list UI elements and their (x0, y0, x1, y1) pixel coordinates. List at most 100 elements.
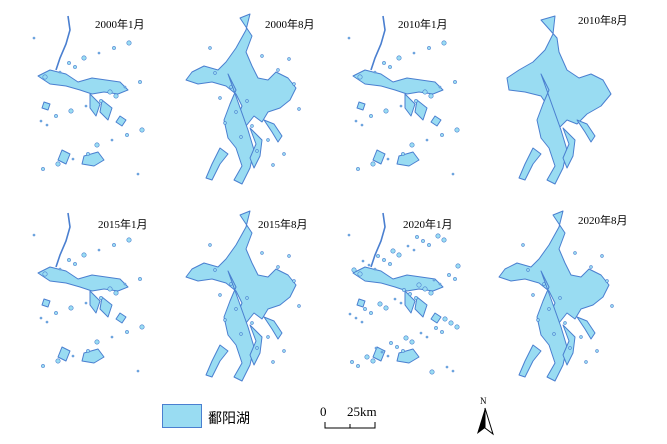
lake-fragment (55, 161, 61, 167)
lake-fragment (360, 123, 364, 127)
lake-fragment (536, 318, 540, 322)
lake-fragment (401, 349, 405, 353)
lake-fragment (271, 163, 275, 167)
map-panel-2000-01 (20, 8, 180, 203)
lake-fragment (363, 307, 367, 311)
lake-fragment (71, 157, 75, 161)
lake-fragment (427, 243, 431, 247)
lake-fragment (396, 252, 402, 258)
lake-fragment (125, 133, 129, 137)
lake-fragment (45, 123, 49, 127)
lake-pool-4 (430, 115, 442, 127)
lake-fragment (276, 265, 280, 269)
lake-fragment (99, 296, 103, 300)
panel-date-label: 2000年8月 (265, 19, 315, 31)
lake-fragment (123, 282, 127, 286)
lake-fragment (563, 321, 567, 325)
lake-fragment (297, 107, 301, 111)
lake-fragment (438, 282, 442, 286)
lake-fragment (367, 263, 371, 267)
lake-fragment (39, 119, 43, 123)
lake-fragment (245, 296, 249, 300)
north-arrow-icon (477, 407, 494, 436)
lake-fragment (260, 54, 264, 58)
lake-extent-map-2020-08 (498, 210, 614, 382)
lake-tributary-2 (518, 147, 542, 181)
lake-fragment (54, 114, 58, 118)
lake-fragment (401, 152, 405, 156)
lake-fragment (287, 57, 291, 61)
lake-fragment (428, 290, 434, 296)
lake-pool-5 (356, 298, 366, 308)
lake-fragment (250, 124, 254, 128)
lake-fragment (432, 278, 436, 282)
lake-fragment (542, 282, 546, 286)
lake-fragment (139, 324, 145, 330)
lake-fragment (382, 258, 386, 262)
map-panel-2015-08 (180, 205, 340, 400)
lake-fragment (568, 346, 572, 350)
lake-fragment (139, 127, 145, 133)
lake-extent-map-2015-01 (32, 212, 145, 373)
lake-fragment (282, 349, 286, 353)
lake-fragment (370, 358, 376, 364)
lake-fragment (406, 244, 410, 248)
panel-date-label: 2015年8月 (258, 219, 308, 231)
lake-fragment (429, 369, 435, 375)
lake-fragment (97, 248, 101, 252)
lake-fragment (42, 74, 48, 80)
lake-extent-map-2010-08 (506, 15, 612, 185)
lake-fragment (58, 267, 62, 271)
lake-fragment (453, 277, 457, 281)
lake-fragment (67, 258, 71, 262)
lake-fragment (440, 330, 444, 334)
lake-fragment (136, 172, 140, 176)
lake-fragment (84, 104, 88, 108)
lake-fragment (255, 346, 259, 350)
lake-fragment (218, 96, 222, 100)
lake-fragment (412, 51, 416, 55)
lake-fragment (579, 335, 583, 339)
river-channel (55, 212, 71, 268)
lake-fragment (386, 157, 390, 161)
lake-tributary-0 (249, 324, 263, 366)
lake-fragment (347, 233, 351, 237)
lake-fragment (595, 349, 599, 353)
lake-fragment (396, 55, 402, 61)
lake-fragment (126, 237, 132, 243)
lake-pool-0 (89, 290, 101, 314)
lake-fragment (125, 330, 129, 334)
panel-date-label: 2015年1月 (98, 219, 148, 231)
legend-swatch (162, 404, 202, 428)
lake-fragment (383, 305, 389, 311)
panel-date-label: 2020年1月 (403, 219, 453, 231)
river-channel (55, 15, 71, 71)
lake-fragment (421, 239, 425, 243)
lake-fragment (255, 149, 259, 153)
lake-fragment (41, 364, 45, 368)
lake-pool-5 (356, 101, 366, 111)
lake-fragment (126, 40, 132, 46)
lake-fragment (208, 46, 212, 50)
lake-fragment (373, 70, 377, 74)
lake-fragment (348, 312, 352, 316)
lake-fragment (364, 354, 370, 360)
lake-fragment (369, 114, 373, 118)
lake-tributary-1 (576, 119, 596, 143)
lake-water-body (37, 69, 129, 95)
map-panel-2020-01 (335, 205, 495, 400)
lake-pool-4 (115, 312, 127, 324)
lake-fragment (403, 335, 409, 341)
lake-tributary-1 (263, 316, 283, 340)
lake-fragment (422, 286, 428, 292)
lake-fragment (412, 248, 416, 252)
lake-fragment (395, 345, 399, 349)
lake-fragment (414, 99, 418, 103)
lake-pool-2 (396, 348, 420, 364)
river-channel (370, 15, 386, 71)
lake-fragment (440, 133, 444, 137)
scale-bar: 0 25km (320, 404, 390, 434)
lake-fragment (94, 339, 100, 345)
lake-fragment (416, 282, 422, 288)
lake-fragment (448, 320, 454, 326)
